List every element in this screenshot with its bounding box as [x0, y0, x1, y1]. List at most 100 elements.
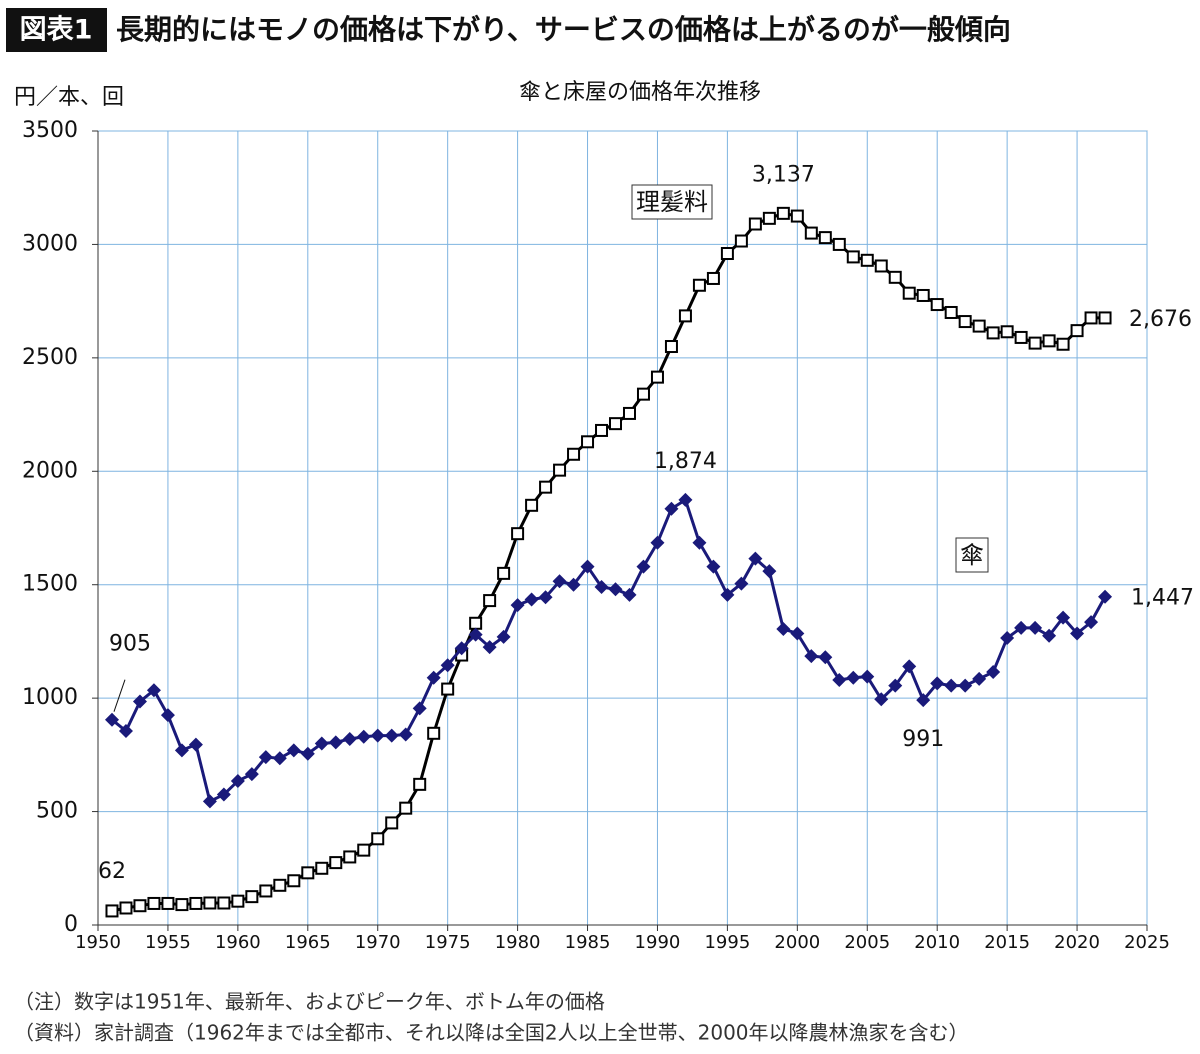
- marker: [483, 594, 497, 608]
- marker: [846, 670, 861, 685]
- marker: [203, 896, 217, 910]
- x-tick-label: 1950: [75, 932, 121, 953]
- y-tick-label: 0: [64, 912, 78, 937]
- marker: [1098, 311, 1112, 325]
- marker: [370, 728, 385, 743]
- marker: [216, 787, 231, 802]
- y-tick-label: 1500: [22, 572, 78, 597]
- marker: [958, 315, 972, 329]
- marker: [748, 217, 762, 231]
- marker: [398, 727, 413, 742]
- marker: [902, 659, 917, 674]
- marker: [1014, 620, 1029, 635]
- marker: [818, 650, 833, 665]
- badge-box: [6, 8, 107, 52]
- marker: [776, 621, 791, 636]
- marker: [160, 708, 175, 723]
- marker: [720, 247, 734, 261]
- x-tick-label: 2020: [1054, 932, 1100, 953]
- marker: [343, 850, 357, 864]
- marker: [371, 832, 385, 846]
- marker: [496, 629, 511, 644]
- value-label: 3,137: [752, 162, 815, 187]
- marker: [762, 564, 777, 579]
- plot-area: [97, 130, 1148, 926]
- marker: [441, 682, 455, 696]
- marker: [860, 253, 874, 267]
- marker: [539, 480, 553, 494]
- marker: [832, 672, 847, 687]
- marker: [217, 896, 231, 910]
- marker: [315, 861, 329, 875]
- x-tick-label: 2025: [1124, 932, 1170, 953]
- marker: [413, 777, 427, 791]
- value-label: 991: [902, 727, 944, 752]
- marker: [832, 237, 846, 251]
- marker: [1056, 337, 1070, 351]
- marker: [790, 626, 805, 641]
- marker: [426, 670, 441, 685]
- note: （資料）家計調査（1962年までは全都市、それ以降は全国2人以上全世帯、2000…: [14, 1021, 969, 1045]
- marker: [356, 729, 371, 744]
- marker: [510, 598, 525, 613]
- badge: 図表1: [20, 15, 93, 46]
- series-name-box: [631, 184, 713, 220]
- x-tick-label: 1970: [355, 932, 401, 953]
- marker: [119, 901, 133, 915]
- marker: [1042, 628, 1057, 643]
- marker: [1070, 324, 1084, 338]
- marker: [902, 286, 916, 300]
- marker: [132, 694, 147, 709]
- marker: [804, 226, 818, 240]
- marker: [272, 751, 287, 766]
- marker: [734, 234, 748, 248]
- x-tick-label: 2015: [984, 932, 1030, 953]
- chart-title: 傘と床屋の価格年次推移: [519, 80, 761, 105]
- marker: [595, 423, 609, 437]
- marker: [328, 735, 343, 750]
- marker: [1084, 615, 1099, 630]
- marker: [650, 370, 664, 384]
- marker: [161, 896, 175, 910]
- marker: [230, 773, 245, 788]
- marker: [104, 712, 119, 727]
- page-title: 長期的にはモノの価格は下がり、サービスの価格は上がるのが一般傾向: [116, 13, 1011, 46]
- marker: [1014, 330, 1028, 344]
- x-tick-label: 2010: [914, 932, 960, 953]
- marker: [259, 884, 273, 898]
- x-tick-label: 1965: [285, 932, 331, 953]
- marker: [231, 894, 245, 908]
- y-tick-label: 2500: [22, 345, 78, 370]
- marker: [301, 866, 315, 880]
- value-label: 905: [109, 632, 151, 657]
- marker: [566, 577, 581, 592]
- marker: [972, 319, 986, 333]
- y-tick-label: 500: [36, 799, 78, 824]
- value-label: 1,447: [1131, 586, 1194, 611]
- marker: [329, 856, 343, 870]
- marker: [874, 259, 888, 273]
- marker: [1000, 631, 1015, 646]
- marker: [342, 731, 357, 746]
- marker: [1028, 620, 1043, 635]
- marker: [748, 551, 763, 566]
- series-name: 理髪料: [636, 188, 708, 216]
- marker: [636, 387, 650, 401]
- marker: [273, 878, 287, 892]
- marker: [888, 678, 903, 693]
- marker: [580, 559, 595, 574]
- y-tick-label: 1000: [22, 685, 78, 710]
- marker: [202, 794, 217, 809]
- marker: [790, 209, 804, 223]
- marker: [468, 627, 483, 642]
- marker: [175, 898, 189, 912]
- marker: [244, 767, 259, 782]
- marker: [245, 890, 259, 904]
- marker: [1028, 336, 1042, 350]
- marker: [888, 270, 902, 284]
- marker: [860, 669, 875, 684]
- series-name-box: [955, 537, 989, 573]
- marker: [986, 665, 1001, 680]
- marker: [188, 737, 203, 752]
- marker: [664, 340, 678, 354]
